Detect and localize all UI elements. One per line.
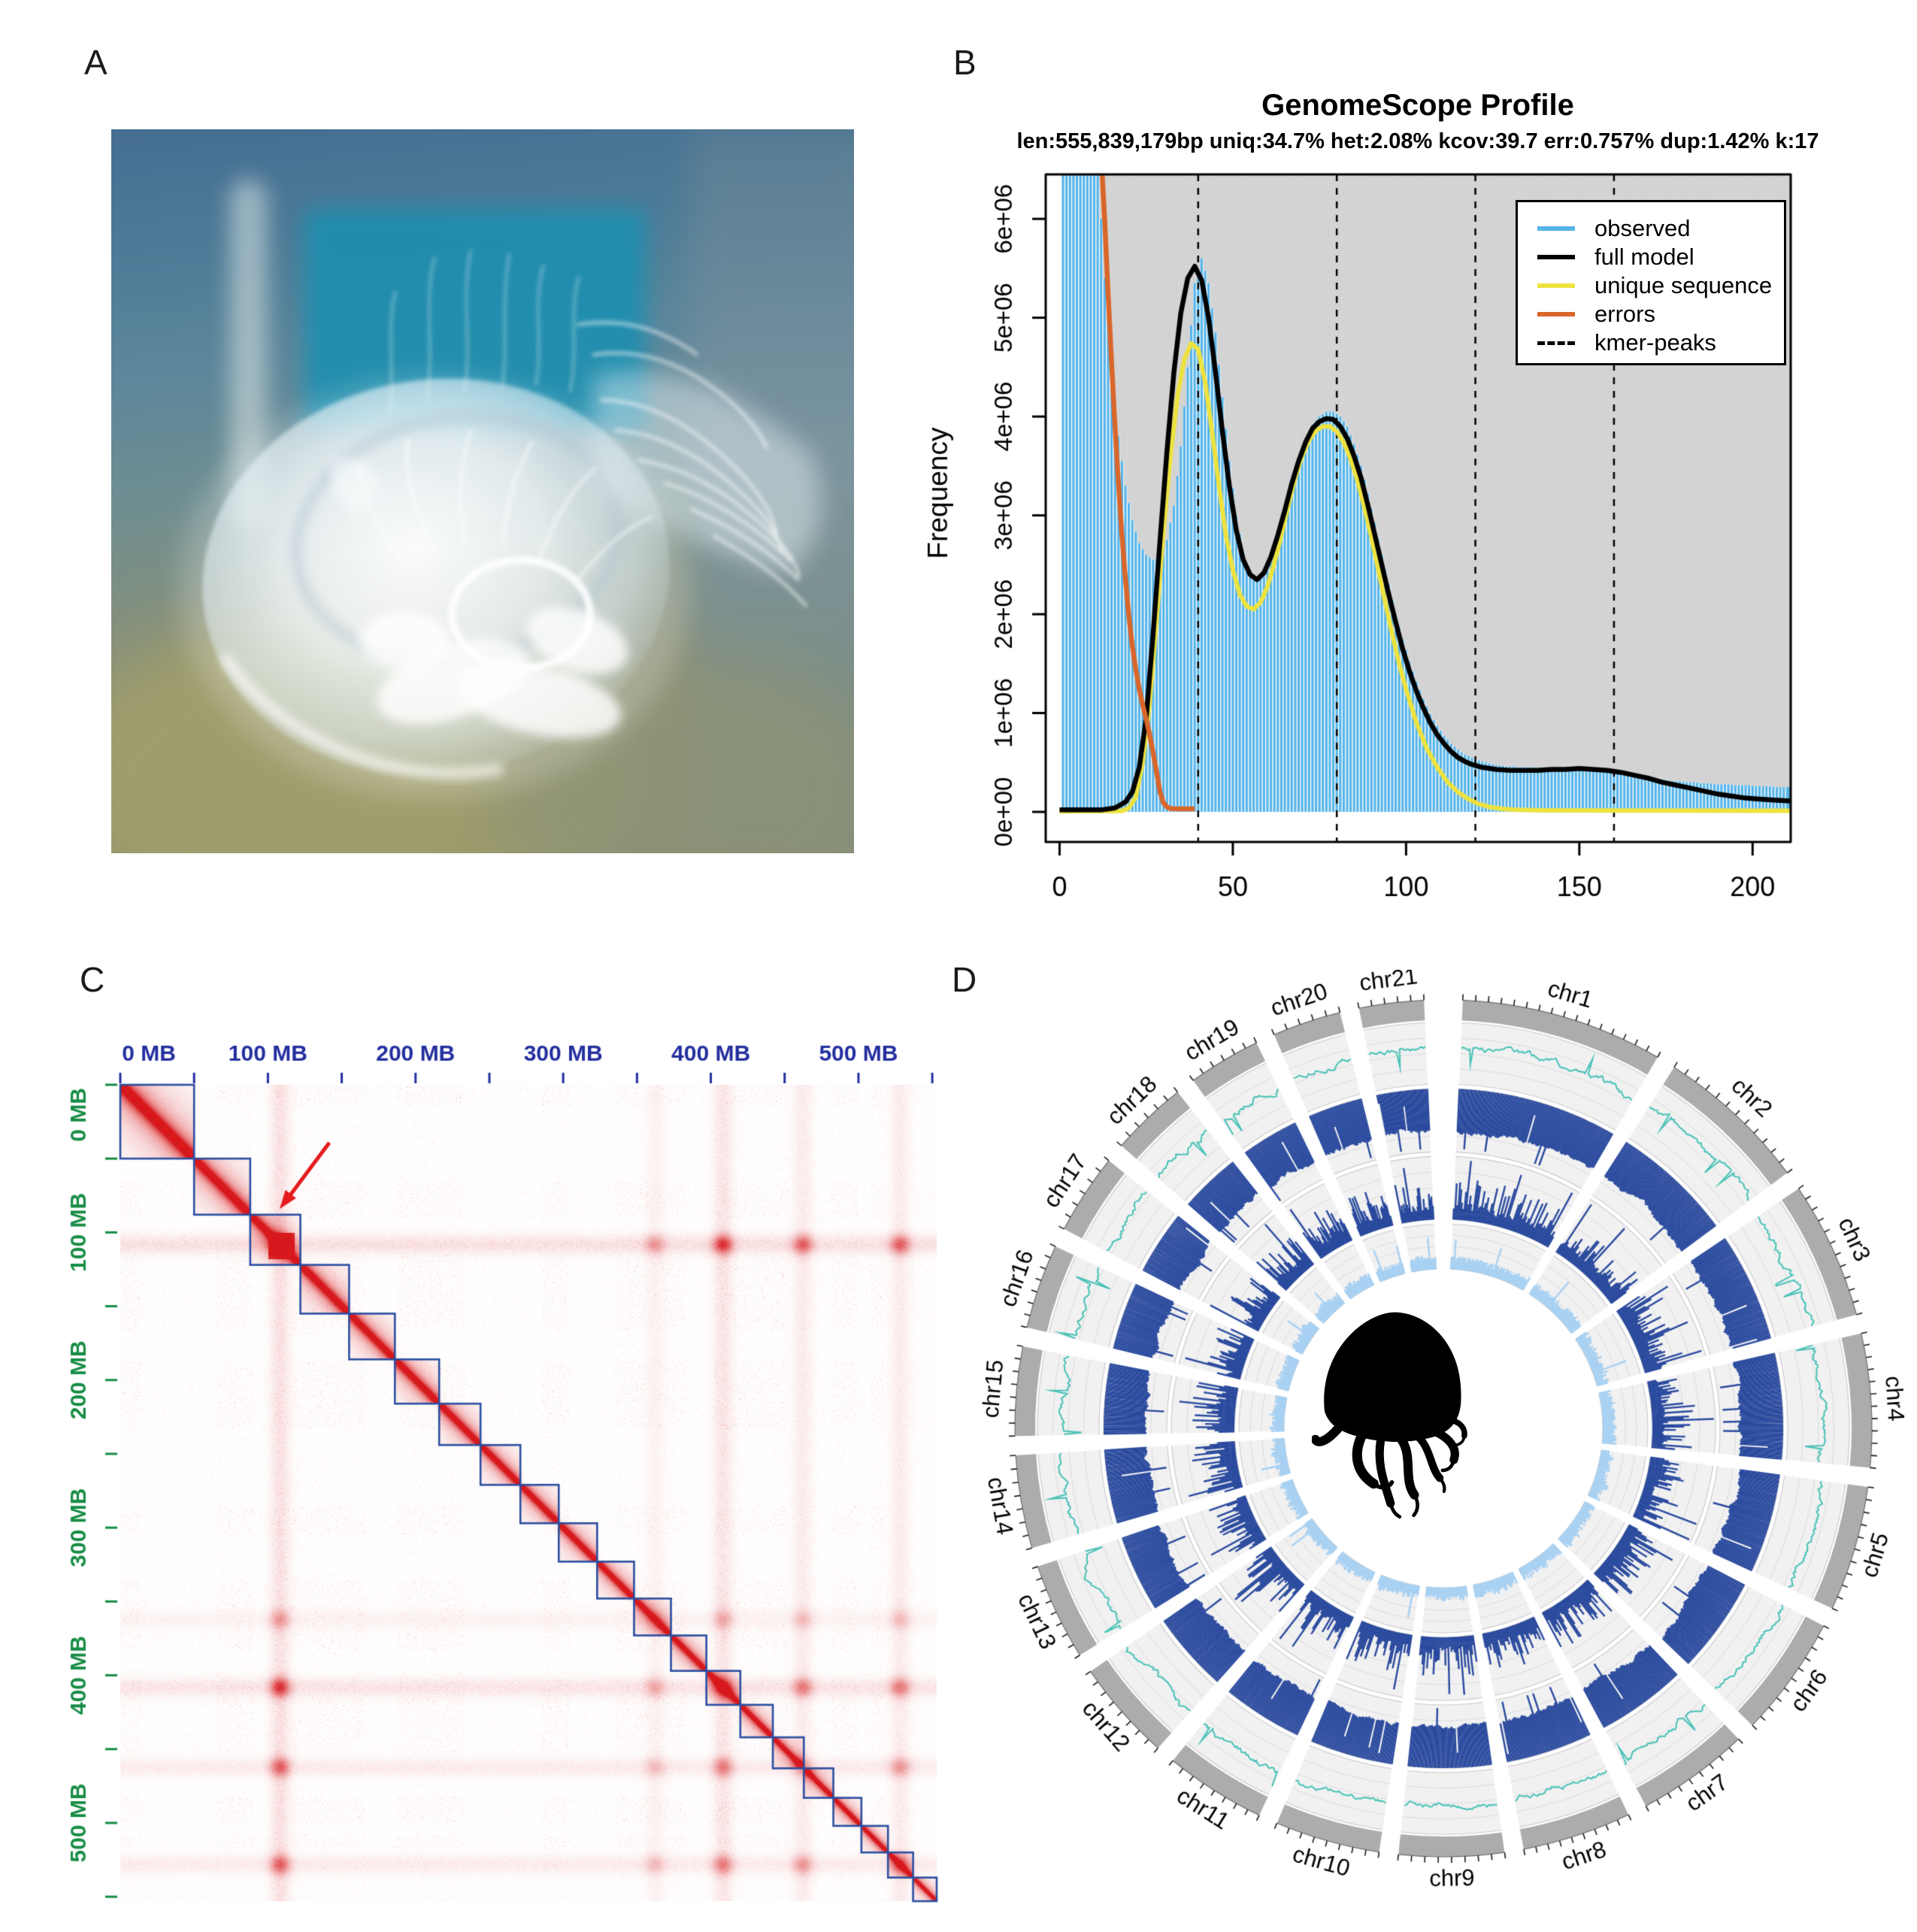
- legend-label: full model: [1594, 244, 1694, 270]
- legend-label: errors: [1594, 301, 1655, 327]
- legend-row: errors: [1537, 300, 1784, 329]
- hic-contact-map-canvas: [45, 1045, 985, 1932]
- legend-row: unique sequence: [1537, 271, 1784, 300]
- jellyfish-body-art: [179, 249, 822, 798]
- panel-label-b: B: [953, 43, 977, 82]
- bell-rim-highlight: [220, 653, 504, 778]
- stomach-ring: [448, 556, 594, 672]
- left-wisp: [330, 457, 382, 520]
- line-swatch-icon: [1537, 255, 1575, 259]
- panel-label-a: A: [84, 43, 108, 82]
- tentacle-plume-base: [592, 371, 822, 573]
- legend-row: kmer-peaks: [1537, 329, 1784, 357]
- dashed-line-swatch-icon: [1537, 341, 1575, 345]
- legend-label: unique sequence: [1594, 272, 1773, 298]
- genomescope-legend: observed full model unique sequence errors k…: [1516, 200, 1786, 365]
- line-swatch-icon: [1537, 226, 1575, 231]
- panel-label-c: C: [80, 960, 105, 999]
- line-swatch-icon: [1537, 312, 1575, 316]
- genomescope-title: GenomeScope Profile: [1261, 89, 1574, 122]
- legend-row: full model: [1537, 243, 1784, 271]
- legend-label: observed: [1594, 215, 1691, 241]
- legend-row: observed: [1537, 214, 1784, 243]
- bell-striations: [358, 429, 653, 582]
- line-swatch-icon: [1537, 283, 1575, 288]
- legend-label: kmer-peaks: [1594, 329, 1716, 356]
- jellyfish-silhouette-icon: [1312, 1312, 1467, 1519]
- circos-plot-canvas: [970, 970, 1917, 1931]
- moon-jellyfish-photo: [111, 129, 854, 853]
- genomescope-stats: len:555,839,179bp uniq:34.7% het:2.08% k…: [1016, 129, 1819, 153]
- tentacle-plume-frills: [577, 321, 808, 608]
